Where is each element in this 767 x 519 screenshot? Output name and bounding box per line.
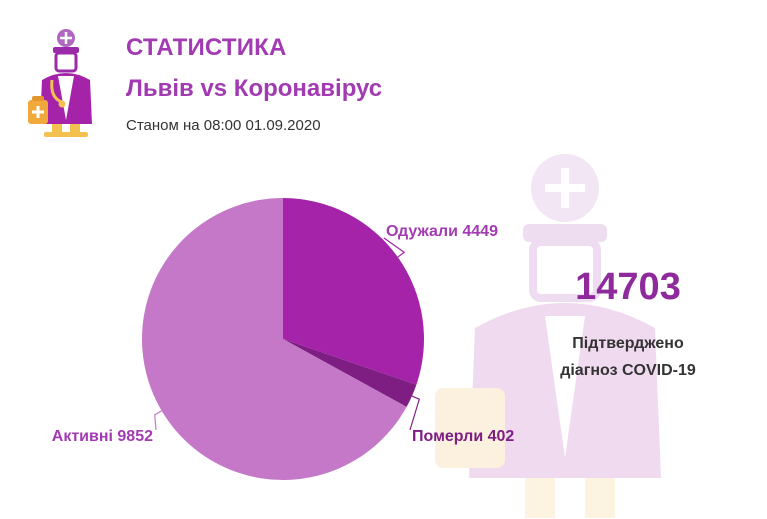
pie-slice-1 — [283, 198, 424, 385]
doctor-logo-icon — [28, 29, 92, 137]
as-of-timestamp: Станом на 08:00 01.09.2020 — [126, 117, 321, 134]
page-title: СТАТИСТИКА — [126, 34, 287, 61]
total-confirmed-caption: Підтверджено діагноз COVID-19 — [540, 330, 716, 384]
pie-leader-line-1 — [383, 237, 406, 258]
doctor-watermark-icon — [435, 154, 661, 518]
pie-slice-2 — [283, 339, 417, 407]
pie-leader-line-3 — [154, 410, 162, 431]
total-caption-line2: діагноз COVID-19 — [560, 362, 696, 379]
pie-label-1: Одужали 4449 — [386, 223, 498, 240]
pie-label-3: Активні 9852 — [52, 428, 153, 445]
total-caption-line1: Підтверджено — [572, 335, 684, 352]
total-confirmed-value: 14703 — [575, 266, 681, 308]
pie-slice-3 — [141, 198, 407, 480]
pie-leader-line-2 — [409, 395, 420, 431]
pie-label-2: Померли 402 — [412, 428, 514, 445]
page-subtitle: Львів vs Коронавірус — [126, 75, 383, 102]
